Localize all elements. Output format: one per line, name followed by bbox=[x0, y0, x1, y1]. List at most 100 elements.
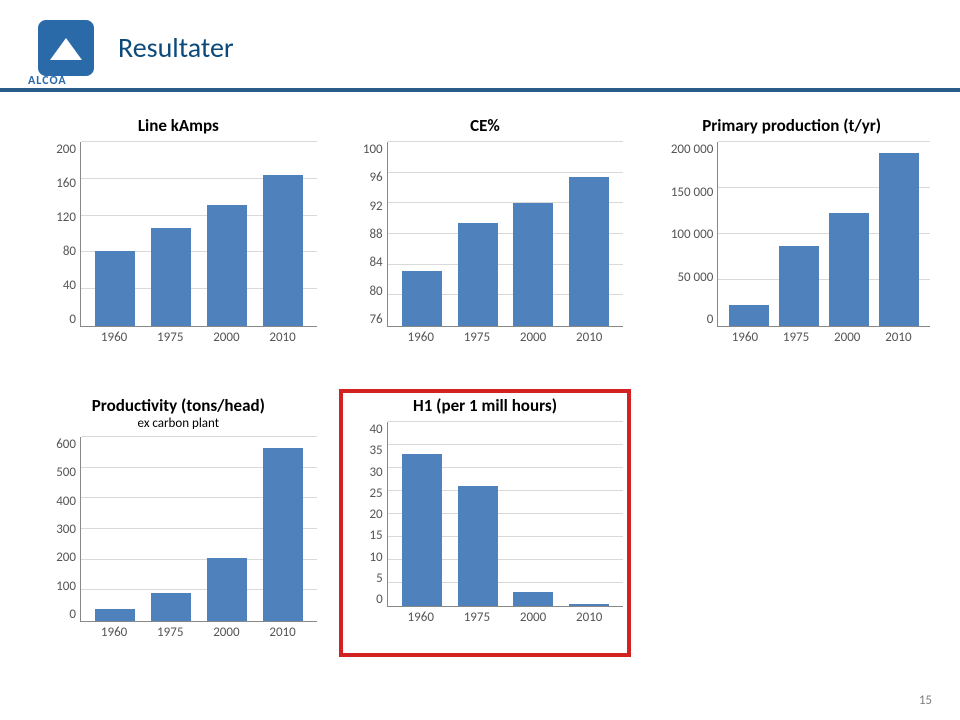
y-axis: 0 50 000 100 000 150 000 200 000 bbox=[653, 142, 717, 327]
y-tick-label: 30 bbox=[347, 465, 383, 480]
y-tick-label: 300 bbox=[40, 522, 76, 537]
x-tick-label: 2010 bbox=[269, 625, 295, 640]
page-number: 15 bbox=[919, 693, 932, 708]
y-tick-label: 400 bbox=[40, 494, 76, 509]
x-tick-label: 1960 bbox=[408, 330, 434, 345]
y-tick-label: 20 bbox=[347, 507, 383, 522]
y-tick-label: 50 000 bbox=[653, 270, 713, 285]
plot-area bbox=[80, 142, 317, 327]
bar bbox=[458, 486, 498, 606]
x-tick-label: 1975 bbox=[157, 625, 183, 640]
bars-container bbox=[718, 142, 930, 326]
chart-title: CE% bbox=[347, 115, 624, 136]
y-tick-label: 600 bbox=[40, 437, 76, 452]
bar bbox=[829, 213, 869, 326]
x-axis: 1960197520002010 bbox=[387, 330, 624, 345]
chart-subtitle: ex carbon plant bbox=[40, 416, 317, 431]
x-tick-label: 2000 bbox=[213, 330, 239, 345]
x-axis: 1960 1975 2000 2010 bbox=[713, 330, 930, 345]
bar bbox=[207, 205, 247, 326]
chart-title: Primary production (t/yr) bbox=[653, 115, 930, 136]
page-title: Resultater bbox=[118, 30, 234, 65]
x-axis: 1960197520002010 bbox=[387, 610, 624, 625]
y-axis: 76 80 84 88 92 96 100 bbox=[347, 142, 387, 327]
y-tick-label: 40 bbox=[40, 278, 76, 293]
x-tick-label: 1975 bbox=[464, 610, 490, 625]
y-tick-label: 200 bbox=[40, 550, 76, 565]
y-axis: 0 40 80 120 160 200 bbox=[40, 142, 80, 327]
y-axis: 0100200300400500600 bbox=[40, 437, 80, 622]
y-tick-label: 200 000 bbox=[653, 142, 713, 157]
y-tick-label: 120 bbox=[40, 210, 76, 225]
y-tick-label: 80 bbox=[347, 284, 383, 299]
x-axis: 1960197520002010 bbox=[80, 330, 317, 345]
x-tick-label: 2000 bbox=[213, 625, 239, 640]
y-tick-label: 100 000 bbox=[653, 227, 713, 242]
bar bbox=[513, 203, 553, 326]
y-tick-label: 150 000 bbox=[653, 185, 713, 200]
plot-area bbox=[387, 142, 624, 327]
chart-title: Productivity (tons/head)ex carbon plant bbox=[40, 395, 317, 431]
chart-ce_pct: CE%7680848892961001960197520002010 bbox=[347, 115, 624, 365]
chart-line_kamps: Line kAmps040801201602001960197520002010 bbox=[40, 115, 317, 365]
bar bbox=[729, 305, 769, 326]
y-tick-label: 35 bbox=[347, 443, 383, 458]
y-tick-label: 160 bbox=[40, 176, 76, 191]
bar bbox=[95, 251, 135, 326]
bar bbox=[402, 271, 442, 326]
bars-container bbox=[81, 142, 317, 326]
bar bbox=[95, 609, 135, 621]
bar bbox=[779, 246, 819, 326]
x-tick-label: 2010 bbox=[885, 330, 911, 345]
chart-title: H1 (per 1 mill hours) bbox=[347, 395, 624, 416]
bar bbox=[263, 175, 303, 326]
x-tick-label: 2000 bbox=[520, 330, 546, 345]
x-tick-label: 2000 bbox=[834, 330, 860, 345]
y-tick-label: 5 bbox=[347, 571, 383, 586]
bar bbox=[569, 177, 609, 326]
y-tick-label: 76 bbox=[347, 312, 383, 327]
bar bbox=[151, 593, 191, 621]
y-tick-label: 500 bbox=[40, 465, 76, 480]
y-axis: 0510152025303540 bbox=[347, 422, 387, 607]
bars-container bbox=[388, 422, 624, 606]
x-tick-label: 2010 bbox=[269, 330, 295, 345]
x-tick-label: 1960 bbox=[101, 625, 127, 640]
chart-title: Line kAmps bbox=[40, 115, 317, 136]
bar bbox=[263, 448, 303, 621]
bar bbox=[513, 592, 553, 606]
y-tick-label: 88 bbox=[347, 227, 383, 242]
x-tick-label: 1960 bbox=[408, 610, 434, 625]
x-tick-label: 1960 bbox=[732, 330, 758, 345]
y-tick-label: 0 bbox=[40, 312, 76, 327]
x-tick-label: 1975 bbox=[783, 330, 809, 345]
alcoa-logo bbox=[38, 20, 94, 76]
bar bbox=[569, 604, 609, 606]
bar bbox=[402, 454, 442, 606]
chart-primary_prod: Primary production (t/yr) 0 50 000 100 000 1… bbox=[653, 115, 930, 365]
y-tick-label: 96 bbox=[347, 170, 383, 185]
y-tick-label: 80 bbox=[40, 244, 76, 259]
bar bbox=[458, 223, 498, 327]
bars-container bbox=[81, 437, 317, 621]
x-axis: 1960 1975 2000 2010 bbox=[80, 625, 317, 640]
y-tick-label: 0 bbox=[653, 312, 713, 327]
logo-triangle-icon bbox=[50, 38, 82, 60]
plot-area bbox=[717, 142, 930, 327]
chart-grid: Line kAmps040801201602001960197520002010… bbox=[40, 115, 930, 645]
y-tick-label: 84 bbox=[347, 255, 383, 270]
y-tick-label: 25 bbox=[347, 486, 383, 501]
y-tick-label: 0 bbox=[347, 592, 383, 607]
y-tick-label: 10 bbox=[347, 550, 383, 565]
bar bbox=[151, 228, 191, 326]
y-tick-label: 200 bbox=[40, 142, 76, 157]
plot-area bbox=[387, 422, 624, 607]
y-tick-label: 100 bbox=[40, 579, 76, 594]
x-tick-label: 1975 bbox=[464, 330, 490, 345]
y-tick-label: 92 bbox=[347, 199, 383, 214]
x-tick-label: 1960 bbox=[101, 330, 127, 345]
y-tick-label: 100 bbox=[347, 142, 383, 157]
x-tick-label: 2010 bbox=[576, 610, 602, 625]
chart-productivity: Productivity (tons/head)ex carbon plant0… bbox=[40, 395, 317, 645]
header-divider bbox=[0, 88, 960, 92]
